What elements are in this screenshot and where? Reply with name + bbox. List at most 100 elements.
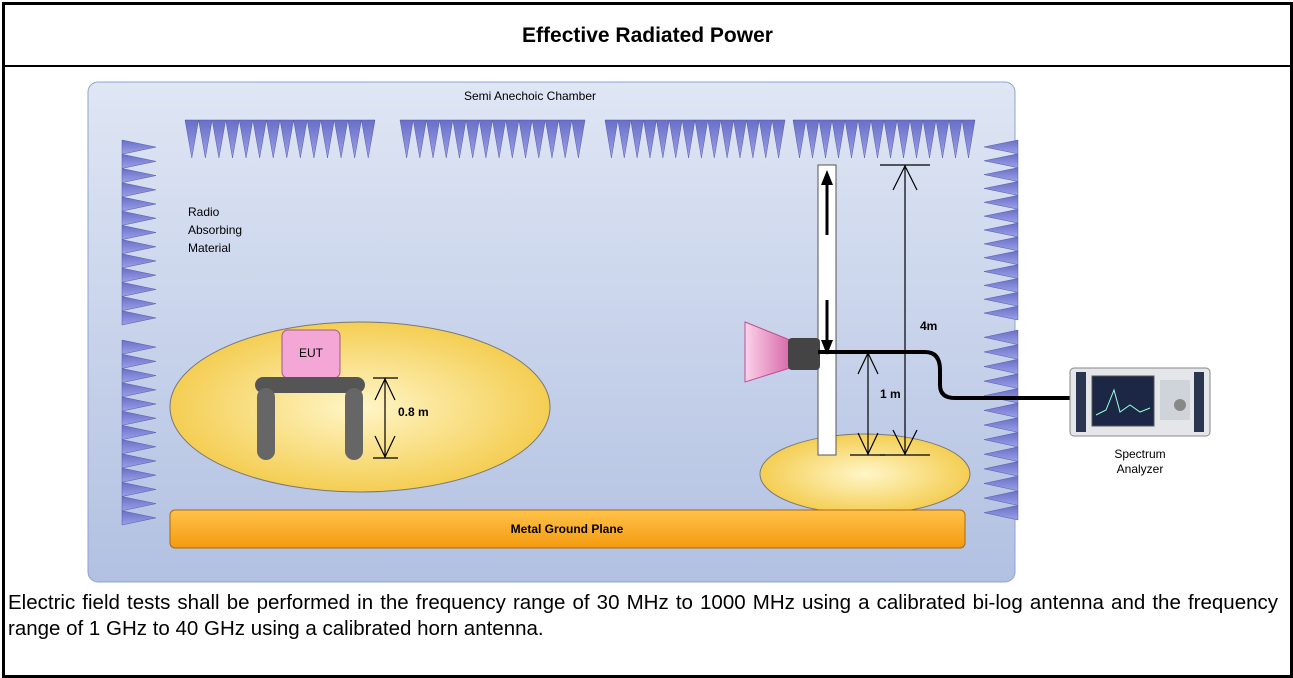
absorber: [630, 119, 644, 159]
absorber: [983, 358, 1019, 375]
absorber: [121, 296, 157, 312]
chamber-label: Semi Anechoic Chamber: [464, 89, 596, 103]
absorber: [545, 119, 559, 159]
absorber: [333, 119, 349, 159]
absorber: [983, 278, 1019, 293]
absorber: [983, 222, 1019, 238]
absorber: [266, 119, 281, 159]
absorber: [983, 417, 1019, 433]
absorber: [643, 119, 657, 159]
absorber: [361, 119, 376, 159]
description: Electric field tests shall be performed …: [8, 591, 1278, 640]
absorber: [617, 119, 632, 159]
absorber: [771, 119, 786, 159]
absorber: [983, 461, 1019, 477]
absorber: [347, 119, 362, 159]
ground-plane: [169, 509, 966, 549]
absorber: [983, 329, 1019, 345]
absorber: [121, 182, 157, 198]
absorber: [983, 446, 1019, 462]
absorber: [121, 139, 157, 155]
absorber-label: Absorbing: [188, 223, 242, 237]
absorber: [983, 305, 1019, 321]
absorber: [121, 382, 157, 398]
absorber: [558, 119, 573, 159]
cable: [818, 350, 1072, 400]
absorber: [121, 239, 157, 255]
absorber: [238, 119, 254, 159]
absorber: [121, 510, 157, 526]
absorber: [694, 119, 709, 159]
absorber: [320, 119, 335, 159]
absorber: [121, 453, 157, 469]
absorber: [426, 119, 440, 159]
absorber: [983, 292, 1019, 307]
absorber: [604, 119, 619, 159]
absorber: [121, 267, 157, 283]
absorber: [948, 119, 963, 159]
absorber: [983, 153, 1019, 168]
absorber: [983, 139, 1019, 155]
absorber: [452, 119, 467, 159]
absorbers: [121, 119, 1019, 526]
absorber: [306, 119, 322, 159]
absorber: [293, 119, 308, 159]
absorber: [831, 119, 846, 159]
absorber: [121, 410, 157, 426]
absorber: [733, 119, 747, 159]
absorber: [121, 168, 157, 184]
absorber: [121, 368, 157, 384]
absorber: [505, 119, 520, 159]
absorber: [518, 119, 533, 159]
antenna-body: [788, 338, 820, 370]
absorber: [121, 496, 157, 512]
absorber: [909, 119, 924, 159]
absorber: [983, 208, 1019, 224]
absorber: [720, 119, 734, 159]
absorber: [883, 119, 898, 159]
absorber: [531, 119, 546, 159]
absorber: [656, 119, 670, 159]
absorber: [983, 181, 1019, 196]
absorber: [870, 119, 885, 159]
absorber: [818, 119, 833, 159]
absorber: [983, 264, 1019, 279]
absorber: [478, 119, 493, 159]
absorber: [983, 344, 1019, 360]
absorber: [492, 119, 507, 159]
dimensions: [850, 164, 930, 456]
absorber: [983, 167, 1019, 182]
absorber: [983, 402, 1019, 419]
absorber: [121, 196, 157, 212]
dimension-08: [373, 377, 398, 459]
absorber: [121, 353, 157, 369]
absorber: [225, 119, 240, 159]
absorber: [758, 119, 773, 159]
absorber: [121, 467, 157, 483]
absorber: [412, 119, 427, 159]
absorber: [983, 250, 1019, 265]
absorber: [252, 119, 267, 159]
absorber: [198, 119, 213, 159]
absorber: [983, 195, 1019, 210]
absorber: [668, 119, 683, 159]
absorber: [922, 119, 937, 159]
absorber: [857, 119, 872, 159]
absorber: [983, 373, 1019, 389]
absorber-label: Material: [188, 241, 231, 255]
analyzer-label: Spectrum: [1114, 447, 1165, 461]
absorber: [121, 153, 157, 169]
absorber: [121, 253, 157, 269]
mast-base: [759, 433, 971, 515]
diagram: Semi Anechoic Chamber Radio Absorbing Ma…: [87, 81, 1211, 583]
absorber: [571, 119, 586, 159]
absorber: [399, 119, 414, 159]
title: Effective Radiated Power: [5, 5, 1290, 67]
absorber: [439, 119, 454, 159]
absorber: [211, 119, 227, 159]
absorber: [681, 119, 696, 159]
absorber: [121, 396, 157, 412]
absorber: [121, 310, 157, 326]
absorber: [746, 119, 760, 159]
